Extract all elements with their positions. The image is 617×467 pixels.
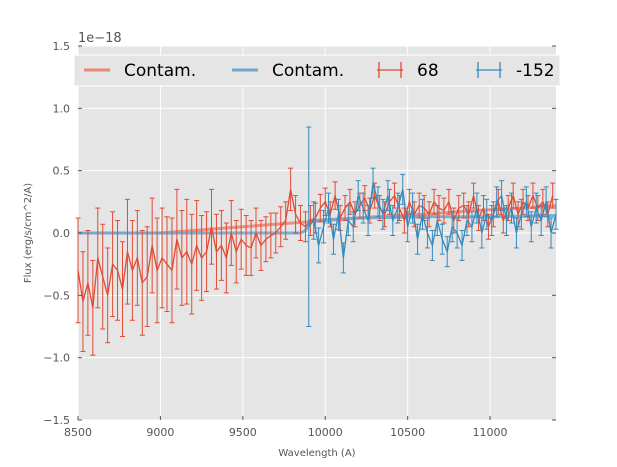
- legend-label: -152: [516, 61, 555, 81]
- x-tick-label: 9000: [146, 426, 174, 439]
- x-tick-label: 10500: [390, 426, 425, 439]
- y-axis-label: Flux (erg/s/cm^2/A): [23, 183, 34, 283]
- series-line: [308, 182, 557, 259]
- y-tick-label: 0.5: [53, 165, 71, 178]
- errorbar-series: [75, 126, 559, 356]
- y-tick-label: 1.5: [53, 40, 71, 53]
- y-tick-label: 0.0: [53, 227, 71, 240]
- legend: Contam. Contam. 68 -152: [73, 54, 561, 87]
- x-tick-label: 10000: [308, 426, 343, 439]
- x-axis-ticks: 8500 9000 9500 10000 10500 11000: [64, 416, 508, 439]
- series--152: [306, 126, 559, 327]
- x-axis-label: Wavelength (A): [278, 448, 355, 459]
- y-tick-label: −0.5: [43, 289, 70, 302]
- y-tick-label: −1.0: [43, 352, 70, 365]
- y-axis-offset-label: 1e−18: [78, 31, 122, 46]
- legend-label: Contam.: [272, 61, 344, 81]
- y-tick-label: 1.0: [53, 102, 71, 115]
- x-tick-label: 9500: [229, 426, 257, 439]
- series-68: [75, 167, 556, 356]
- legend-label: 68: [417, 61, 439, 81]
- legend-label: Contam.: [124, 61, 196, 81]
- y-axis-ticks: −1.5 −1.0 −0.5 0.0 0.5 1.0 1.5: [43, 40, 556, 427]
- x-tick-label: 8500: [64, 426, 92, 439]
- series-line: [77, 189, 554, 308]
- x-tick-label: 11000: [473, 426, 508, 439]
- y-tick-label: −1.5: [43, 414, 70, 427]
